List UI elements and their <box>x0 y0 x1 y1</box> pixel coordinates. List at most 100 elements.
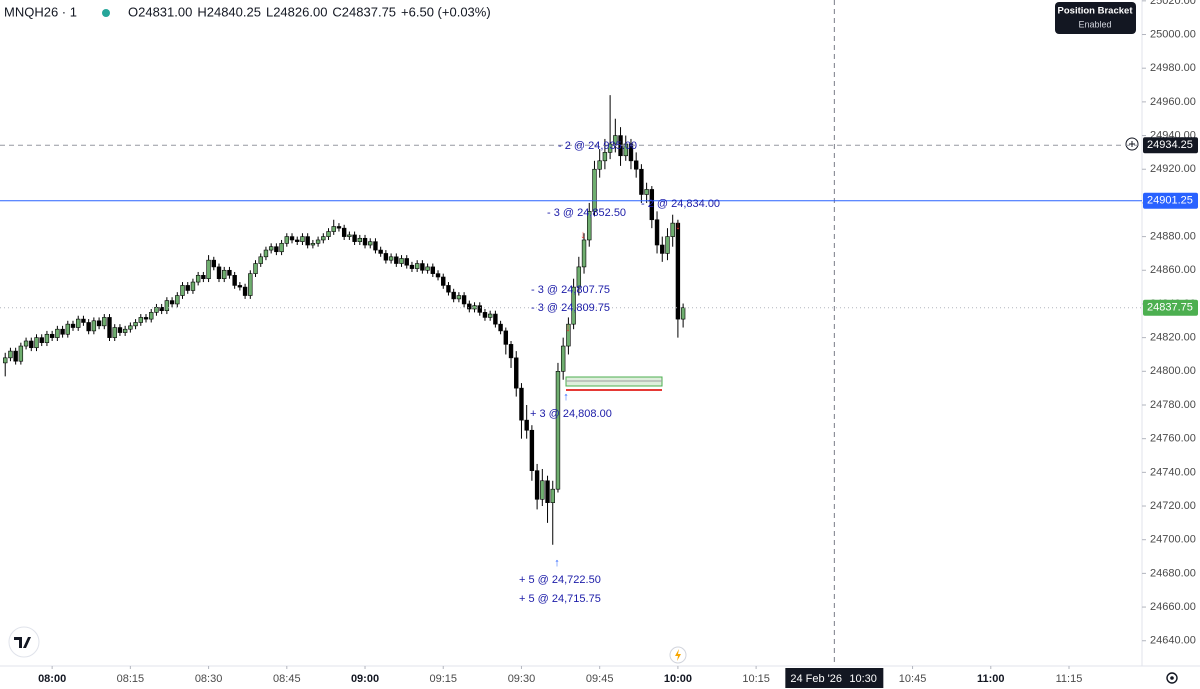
candle-body <box>169 300 175 305</box>
candle-body <box>91 320 97 332</box>
y-tick-label: 24640.00 <box>1150 635 1196 647</box>
y-tick-label: 24860.00 <box>1150 264 1196 276</box>
add-order-icon[interactable] <box>1125 137 1139 151</box>
bracket-panel[interactable]: Position Bracket Enabled <box>1055 2 1136 34</box>
candle-body <box>388 256 394 261</box>
candle-body <box>487 313 493 318</box>
candle-body <box>649 189 655 221</box>
candle-body <box>295 239 300 242</box>
candle-body <box>514 357 519 389</box>
candle-body <box>279 243 284 253</box>
candle-body <box>70 323 76 328</box>
x-tick-label: 10:45 <box>899 673 927 685</box>
candle-body <box>472 305 477 310</box>
candle-body <box>81 318 86 323</box>
candle-body <box>581 239 587 268</box>
execution-label: - 3 @ 24,807.75 <box>531 284 610 296</box>
crosshair-time: 10:30 <box>849 673 877 685</box>
candle-body <box>633 160 639 170</box>
y-tick-label: 25000.00 <box>1150 28 1196 40</box>
ohlc-value: +6.50 (+0.03%) <box>401 4 491 19</box>
candle-body <box>76 318 81 328</box>
y-tick-label: 24980.00 <box>1150 62 1196 74</box>
candle-body <box>180 285 185 296</box>
candle-body <box>102 317 107 327</box>
candle-body <box>268 246 274 251</box>
sell-arrow: ↓ <box>675 220 681 232</box>
x-tick-label: 11:00 <box>977 673 1005 685</box>
candle-body <box>566 323 571 347</box>
candle-body <box>670 222 675 237</box>
candle-body <box>49 333 55 338</box>
candle-body <box>321 236 326 241</box>
candle-body <box>644 189 649 195</box>
price-label-box <box>1143 299 1198 316</box>
candle-body <box>451 291 456 300</box>
ohlc-value: C24837.75 <box>332 4 396 19</box>
candle-body <box>263 249 269 258</box>
candle-body <box>34 337 39 349</box>
settings-icon[interactable] <box>1166 672 1178 684</box>
candle-body <box>13 350 18 362</box>
candle-body <box>18 345 24 362</box>
candle-body <box>96 320 102 327</box>
y-tick-label: 24800.00 <box>1150 365 1196 377</box>
candle-body <box>394 256 399 264</box>
candle-body <box>441 276 446 286</box>
candle-body <box>122 328 128 333</box>
candle-body <box>362 237 368 246</box>
candle-body <box>112 327 117 338</box>
candle-body <box>143 317 149 320</box>
candle-body <box>331 226 336 232</box>
candle-body <box>60 328 65 335</box>
status-dot <box>102 9 110 17</box>
candle-body <box>149 312 154 320</box>
candle-body <box>138 317 143 323</box>
x-tick-label: 10:00 <box>664 673 692 685</box>
replay-icon[interactable] <box>669 646 687 664</box>
candle-body <box>206 259 211 279</box>
candle-body <box>493 313 498 325</box>
candle-body <box>86 322 91 332</box>
candle-body <box>534 470 540 500</box>
candle-body <box>404 258 409 266</box>
candle-body <box>326 231 331 237</box>
candle-body <box>305 236 310 246</box>
x-tick-label: 09:00 <box>351 673 379 685</box>
candle-body <box>222 269 227 279</box>
ohlc-value: O24831.00 <box>128 4 192 19</box>
x-tick-label: 09:45 <box>586 673 614 685</box>
candle-body <box>602 152 608 162</box>
candle-body <box>55 328 60 338</box>
candle-body <box>545 480 550 503</box>
candle-body <box>524 419 529 431</box>
candle-body <box>237 285 243 288</box>
candle-body <box>409 264 415 269</box>
candle-body <box>159 307 164 311</box>
candle-body <box>23 340 29 347</box>
candle-body <box>8 350 13 359</box>
ohlc-value: L24826.00 <box>266 4 327 19</box>
crosshair-date: 24 Feb '26 <box>790 673 842 685</box>
candle-body <box>227 269 232 276</box>
candle-body <box>482 312 488 318</box>
y-tick-label: 25020.00 <box>1150 0 1196 7</box>
candle-body <box>211 259 216 268</box>
candle-body <box>660 244 665 254</box>
execution-label: - 3 @ 24,809.75 <box>531 302 610 314</box>
y-tick-label: 24720.00 <box>1150 500 1196 512</box>
candle-body <box>310 243 316 246</box>
candle-body <box>373 241 378 251</box>
candle-body <box>613 135 618 145</box>
candle-body <box>420 263 425 271</box>
y-tick-label: 24780.00 <box>1150 399 1196 411</box>
bracket-title: Position Bracket <box>1058 6 1134 17</box>
candle-body <box>357 237 363 242</box>
candle-body <box>435 273 441 278</box>
candle-body <box>446 285 451 293</box>
candle-body <box>508 344 514 359</box>
candle-body <box>461 295 467 305</box>
y-tick-label: 24760.00 <box>1150 433 1196 445</box>
candle-body <box>253 263 258 274</box>
